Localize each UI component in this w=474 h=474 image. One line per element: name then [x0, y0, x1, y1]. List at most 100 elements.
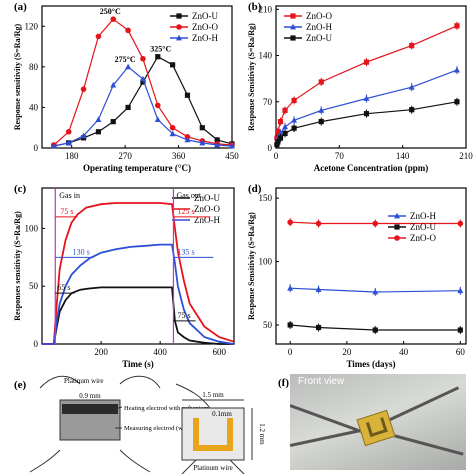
series-line	[42, 243, 235, 345]
panel-label: (e)	[14, 379, 27, 391]
x-tick-label: 0	[288, 347, 293, 357]
legend-label: ZnO-H	[194, 215, 220, 225]
data-point	[140, 55, 146, 62]
data-point	[372, 288, 379, 295]
panel-label: (b)	[248, 1, 262, 13]
recovery-time-label: 135 s	[177, 247, 194, 256]
data-point	[282, 123, 289, 130]
x-axis-label: Operating temperature (°C)	[83, 163, 191, 173]
platinum-wire	[39, 375, 81, 389]
data-point	[291, 125, 297, 131]
gas-out-label: Gas out	[176, 191, 201, 200]
x-tick-label: 20	[342, 347, 352, 357]
photo-wire	[385, 386, 460, 423]
data-point	[277, 118, 284, 125]
legend-label: ZnO-U	[410, 222, 436, 232]
data-point	[139, 75, 146, 82]
y-tick-label: 0	[268, 143, 273, 153]
series-line	[276, 25, 458, 139]
response-time-label: 130 s	[73, 247, 90, 256]
legend-marker	[290, 35, 296, 41]
y-tick-label: 50	[263, 320, 273, 330]
data-point	[453, 66, 460, 73]
data-point	[291, 97, 297, 104]
y-axis-label: Responses sensitivity (S=Ra/Rg)	[13, 211, 22, 321]
data-point	[154, 102, 161, 109]
diagram-label: Heating electrod with ruthenium	[124, 405, 209, 412]
data-point	[277, 135, 284, 141]
photo-wire	[385, 432, 464, 456]
data-point	[277, 130, 284, 136]
data-point	[315, 286, 322, 292]
series-line	[290, 221, 461, 225]
response-time-label: 75 s	[60, 207, 73, 216]
legend-marker	[290, 13, 296, 19]
peak-annotation: 275°C	[115, 55, 136, 64]
x-tick-label: 200	[94, 347, 108, 357]
heating-layer	[62, 404, 118, 414]
sensor-chip-top	[181, 407, 245, 461]
data-point	[65, 128, 72, 135]
photo-label: Front view	[298, 376, 345, 387]
data-point	[363, 95, 370, 101]
data-point	[363, 111, 370, 117]
x-tick-label: 180	[65, 151, 79, 161]
x-tick-label: 360	[172, 151, 186, 161]
y-axis-label: Response Sensitivity (S=Ra/Rg)	[247, 23, 256, 131]
data-point	[282, 130, 288, 137]
data-point	[80, 132, 87, 139]
device-photo	[290, 374, 466, 470]
data-point	[287, 219, 293, 226]
diagram-label: Measuring electrod (with gold)	[124, 425, 205, 432]
data-point	[372, 327, 378, 333]
data-point	[282, 107, 288, 113]
legend-label: ZnO-U	[194, 193, 220, 203]
data-point	[199, 139, 206, 146]
y-axis-label: Response Sensitivity (S=Ra/Rg)	[247, 212, 256, 320]
y-tick-label: 70	[263, 97, 273, 107]
series-line	[53, 55, 233, 147]
y-tick-label: 0	[34, 339, 39, 349]
data-point	[409, 107, 415, 113]
data-point	[318, 79, 324, 85]
data-point	[275, 128, 281, 135]
panel-label: (c)	[14, 183, 27, 195]
data-point	[169, 130, 176, 137]
data-point	[170, 62, 176, 68]
data-point	[409, 43, 415, 49]
data-point	[274, 142, 280, 148]
legend-label: ZnO-H	[306, 22, 332, 32]
plot-frame	[41, 187, 235, 345]
x-tick-label: 600	[212, 347, 226, 357]
data-point	[95, 33, 102, 40]
data-point	[154, 116, 161, 122]
legend-marker	[176, 34, 182, 41]
panel-label: (f)	[278, 377, 289, 389]
data-point	[95, 129, 102, 135]
data-point	[318, 118, 324, 125]
y-tick-label: 100	[259, 257, 273, 267]
data-point	[287, 322, 293, 328]
platinum-wire	[119, 375, 161, 389]
data-point	[184, 92, 191, 98]
response-time-label: 65 s	[57, 283, 70, 292]
data-point	[457, 220, 464, 227]
legend-label: ZnO-O	[194, 204, 220, 214]
y-tick-label: 140	[259, 51, 273, 61]
data-point	[275, 139, 281, 145]
plot-frame	[275, 187, 467, 345]
y-axis-label: Response sensitivity (S=Ra/Rg)	[13, 23, 22, 130]
platinum-wire	[229, 459, 245, 474]
y-tick-label: 120	[25, 21, 39, 31]
legend-label: ZnO-O	[306, 11, 332, 21]
legend-marker	[394, 235, 400, 241]
diagram-label: Platinum wire	[64, 377, 103, 385]
data-point	[184, 136, 191, 143]
data-point	[318, 107, 325, 113]
platinum-wire	[175, 383, 211, 409]
data-point	[315, 220, 322, 227]
x-tick-label: 400	[153, 347, 167, 357]
data-point	[125, 63, 132, 70]
data-point	[110, 81, 117, 88]
data-point	[363, 59, 370, 65]
